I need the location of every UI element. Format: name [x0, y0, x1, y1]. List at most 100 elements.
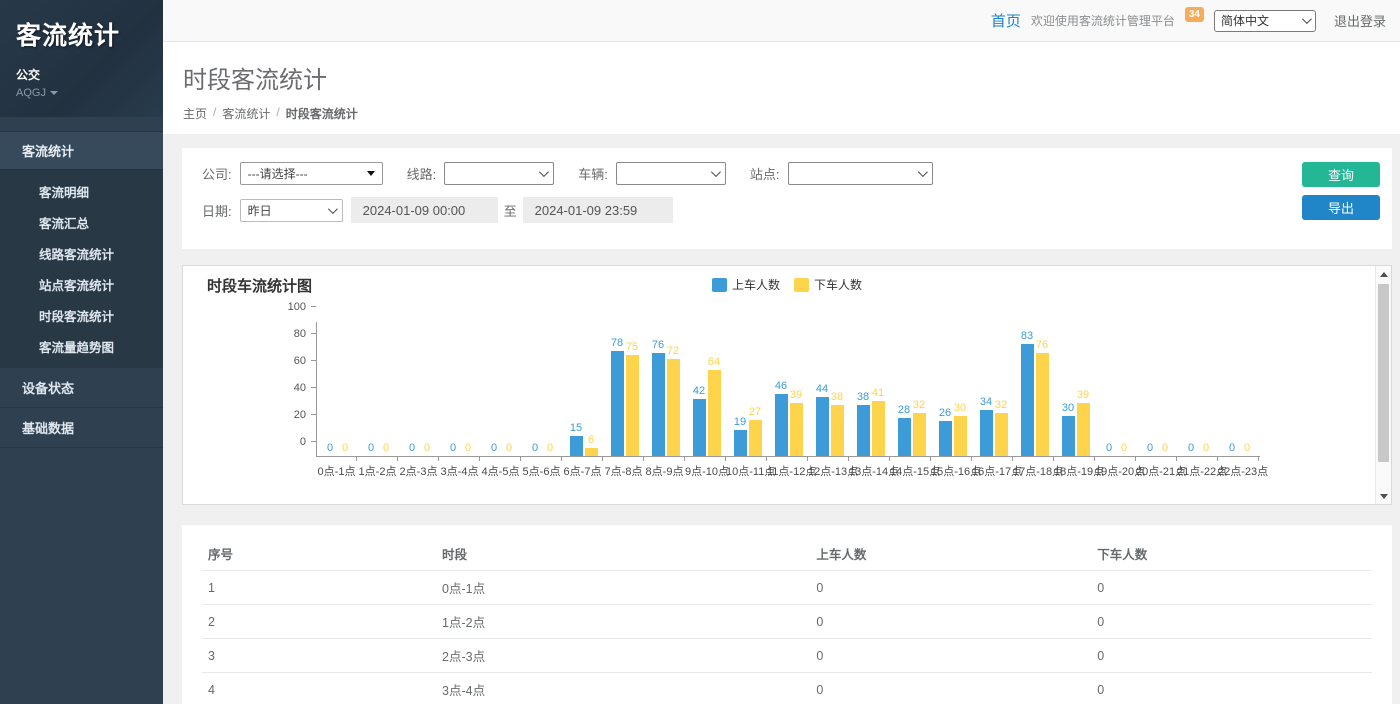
y-axis-tick-label: 0	[266, 436, 306, 448]
sidebar-submenu: 客流明细客流汇总线路客流统计站点客流统计时段客流统计客流量趋势图	[0, 170, 163, 368]
logout-link[interactable]: 退出登录	[1334, 11, 1386, 30]
chart-scrollbar[interactable]	[1375, 266, 1391, 504]
vehicle-select[interactable]	[616, 162, 726, 185]
notification-badge[interactable]: 34	[1185, 7, 1204, 22]
chart-category-group: 00	[1178, 322, 1219, 456]
sidebar-submenu-item[interactable]: 客流明细	[0, 176, 163, 207]
query-button[interactable]: 查询	[1302, 162, 1380, 187]
org-code-dropdown[interactable]: AQGJ	[16, 87, 147, 99]
bar[interactable]	[1036, 353, 1049, 456]
x-axis-tick-label: 20点-21点	[1136, 463, 1177, 479]
bar-value-label: 42	[693, 386, 705, 397]
bar-column: 0	[544, 322, 557, 456]
breadcrumb-item[interactable]: 客流统计	[222, 105, 270, 122]
bar[interactable]	[995, 413, 1008, 456]
legend-item[interactable]: 下车人数	[794, 276, 862, 293]
bar[interactable]	[980, 410, 993, 456]
sidebar-submenu-item[interactable]: 站点客流统计	[0, 269, 163, 300]
bar-value-label: 83	[1021, 331, 1033, 342]
breadcrumb-item: 时段客流统计	[286, 105, 358, 122]
legend-item[interactable]: 上车人数	[712, 276, 780, 293]
scroll-up-arrow-icon[interactable]	[1376, 266, 1392, 282]
sidebar-submenu-item[interactable]: 时段客流统计	[0, 300, 163, 331]
bar[interactable]	[734, 430, 747, 456]
home-link[interactable]: 首页	[991, 10, 1021, 31]
bar[interactable]	[898, 418, 911, 456]
table-cell: 0	[1091, 639, 1372, 673]
bar[interactable]	[775, 394, 788, 456]
scrollbar-thumb[interactable]	[1378, 284, 1389, 462]
language-select[interactable]: 简体中文	[1214, 10, 1316, 32]
bar[interactable]	[816, 397, 829, 456]
bar-column: 78	[611, 322, 624, 456]
chart-category-group: 00	[399, 322, 440, 456]
bar[interactable]	[790, 403, 803, 456]
date-start-input[interactable]: 2024-01-09 00:00	[351, 197, 498, 223]
scroll-down-arrow-icon[interactable]	[1376, 488, 1392, 504]
sidebar-item-passenger-stats[interactable]: 客流统计	[0, 131, 163, 170]
bar[interactable]	[708, 370, 721, 456]
welcome-text: 欢迎使用客流统计管理平台	[1031, 12, 1175, 29]
bar[interactable]	[831, 405, 844, 456]
sidebar-submenu-item[interactable]: 客流汇总	[0, 207, 163, 238]
line-select[interactable]	[444, 162, 554, 185]
chart-panel: 时段车流统计图 上车人数下车人数 02040608010000000000000…	[182, 265, 1392, 505]
sidebar-item[interactable]: 基础数据	[0, 408, 163, 448]
date-end-input[interactable]: 2024-01-09 23:59	[523, 197, 673, 223]
bar[interactable]	[857, 405, 870, 456]
bar-value-label: 28	[898, 405, 910, 416]
sidebar-item[interactable]: 设备状态	[0, 368, 163, 408]
chart-category-group: 1927	[727, 322, 768, 456]
bar-column: 30	[954, 322, 967, 456]
sidebar-submenu-item[interactable]: 线路客流统计	[0, 238, 163, 269]
chart-category-group: 4639	[768, 322, 809, 456]
bar[interactable]	[954, 416, 967, 457]
breadcrumb-item[interactable]: 主页	[183, 105, 207, 122]
x-axis-tick-label: 6点-7点	[562, 463, 603, 479]
bar-column: 0	[1200, 322, 1213, 456]
table-panel: 序号时段上车人数下车人数 10点-1点0021点-2点0032点-3点0043点…	[182, 525, 1392, 704]
sidebar-logo-area: 客流统计 公交 AQGJ	[0, 0, 163, 117]
bar-column: 64	[708, 322, 721, 456]
bar-column: 0	[1241, 322, 1254, 456]
bar-value-label: 0	[1106, 443, 1112, 454]
table-column-header: 上车人数	[810, 537, 1091, 571]
bar[interactable]	[1021, 344, 1034, 456]
table-cell: 0点-1点	[436, 571, 810, 605]
bar-column: 0	[421, 322, 434, 456]
company-select[interactable]: ---请选择---	[240, 162, 383, 185]
bar[interactable]	[570, 436, 583, 456]
bar[interactable]	[693, 399, 706, 456]
triangle-down-icon	[367, 171, 375, 176]
language-select-value: 简体中文	[1221, 12, 1269, 29]
bar-value-label: 0	[383, 443, 389, 454]
table-body: 10点-1点0021点-2点0032点-3点0043点-4点0054点-5点00…	[202, 571, 1372, 704]
bar[interactable]	[585, 448, 598, 456]
bar[interactable]	[1077, 403, 1090, 456]
bar-column: 39	[790, 322, 803, 456]
bar[interactable]	[626, 355, 639, 456]
table-row: 10点-1点00	[202, 571, 1372, 605]
bar[interactable]	[749, 420, 762, 456]
bar-column: 39	[1077, 322, 1090, 456]
station-select[interactable]	[788, 162, 933, 185]
y-axis-tick-mark	[311, 306, 316, 307]
bar[interactable]	[667, 359, 680, 456]
x-axis-tick-label: 17点-18点	[1013, 463, 1054, 479]
bar[interactable]	[939, 421, 952, 456]
bar[interactable]	[872, 401, 885, 456]
y-axis-tick-label: 40	[266, 382, 306, 394]
bar-value-label: 0	[465, 443, 471, 454]
bar[interactable]	[611, 351, 624, 456]
bar[interactable]	[913, 413, 926, 456]
sidebar-submenu-item[interactable]: 客流量趋势图	[0, 331, 163, 362]
export-button[interactable]: 导出	[1302, 195, 1380, 220]
chart-category-group: 156	[563, 322, 604, 456]
chart-category-group: 4264	[686, 322, 727, 456]
bar[interactable]	[652, 353, 665, 456]
table-cell: 0	[810, 639, 1091, 673]
bar[interactable]	[1062, 416, 1075, 457]
bar-column: 27	[749, 322, 762, 456]
org-code-label: AQGJ	[16, 87, 46, 99]
date-preset-select[interactable]: 昨日	[240, 199, 343, 222]
